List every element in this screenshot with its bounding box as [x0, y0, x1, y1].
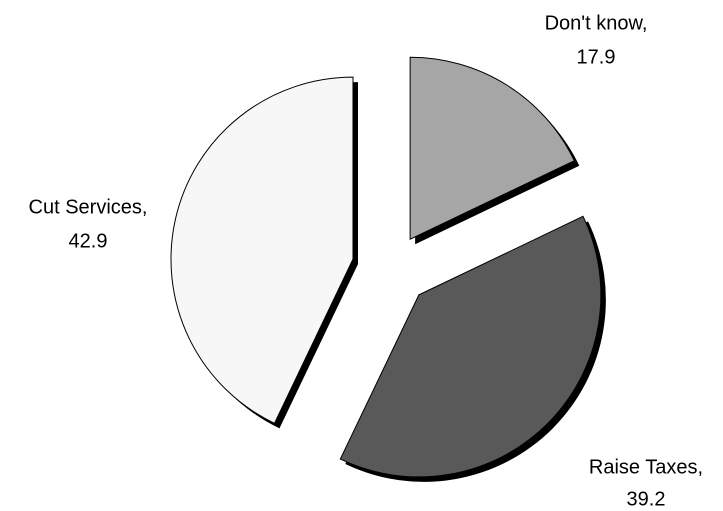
slice-label: Raise Taxes,: [589, 456, 703, 478]
slice-value-label: 17.9: [577, 46, 616, 68]
slice-label: Cut Services,: [29, 196, 148, 218]
slice-label: Don't know,: [545, 12, 648, 34]
slice-value-label: 39.2: [627, 488, 666, 510]
slice: [170, 76, 354, 425]
slice-value-label: 42.9: [69, 230, 108, 252]
slice: [339, 215, 602, 478]
slice: [409, 56, 575, 241]
